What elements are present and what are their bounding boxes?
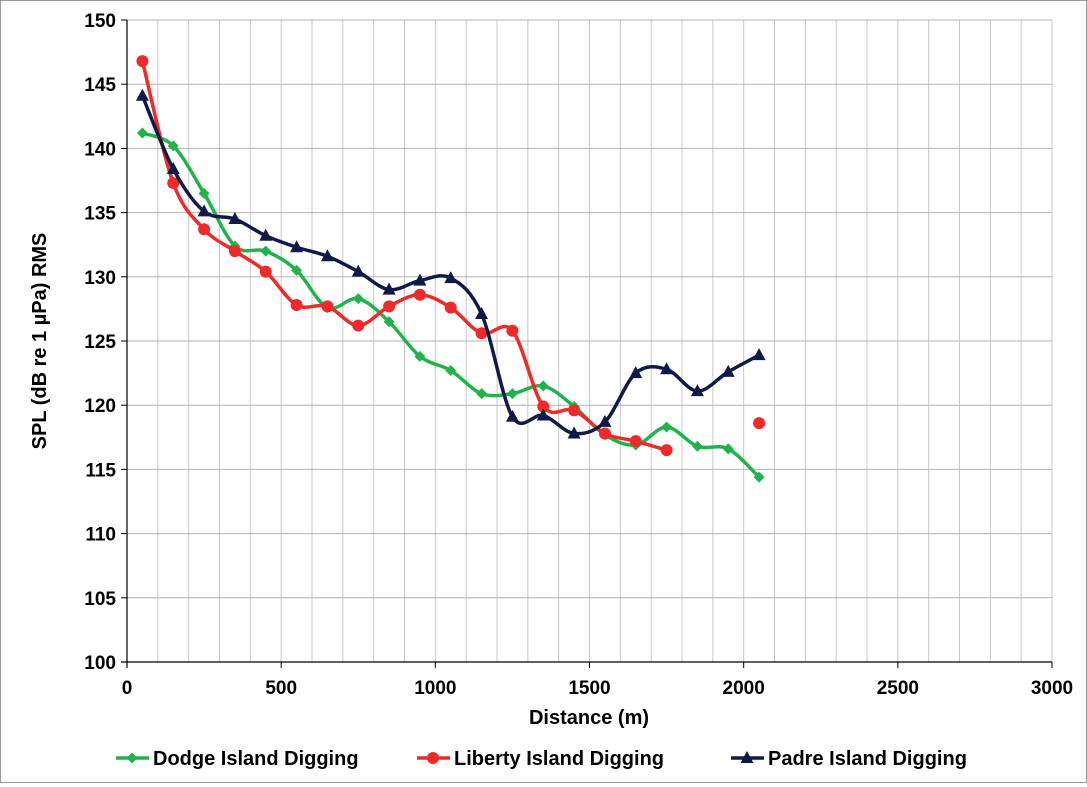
data-point	[228, 245, 241, 258]
data-point	[291, 264, 303, 276]
legend-label: Dodge Island Digging	[153, 748, 359, 770]
y-tick-label: 105	[84, 589, 116, 610]
data-point	[475, 327, 488, 340]
data-point	[506, 388, 518, 400]
axes	[121, 19, 1053, 668]
y-tick-label: 130	[84, 268, 116, 289]
legend: Dodge Island Digging Liberty Island Diggi…	[116, 748, 967, 770]
y-tick-label: 145	[84, 75, 116, 96]
data-point	[753, 417, 766, 430]
data-point	[413, 288, 426, 301]
y-tick-label: 115	[85, 460, 116, 481]
data-point	[752, 348, 766, 361]
data-point	[352, 319, 365, 332]
data-point	[136, 55, 149, 68]
series-liberty-island-digging	[136, 55, 766, 457]
legend-label: Padre Island Digging	[768, 748, 967, 770]
y-tick-label: 100	[84, 653, 116, 674]
data-point	[660, 362, 674, 375]
series-padre-island-digging	[135, 88, 766, 439]
data-point	[475, 307, 489, 320]
data-point	[444, 271, 458, 284]
legend-item: Dodge Island Digging	[116, 748, 359, 770]
data-point	[351, 264, 365, 277]
data-point	[260, 245, 272, 257]
data-point	[753, 471, 765, 483]
data-point	[259, 265, 272, 278]
legend-swatch-marker	[427, 752, 439, 764]
data-point	[660, 444, 673, 457]
x-tick-label: 1000	[414, 678, 456, 699]
data-point	[629, 366, 643, 379]
data-point	[198, 223, 211, 236]
y-axis-title: SPL (dB re 1 µPa) RMS	[29, 233, 51, 450]
data-point	[321, 300, 334, 313]
data-point	[661, 421, 673, 433]
data-point	[136, 127, 148, 139]
data-point	[444, 301, 457, 314]
data-point	[259, 228, 273, 241]
legend-swatch-marker	[126, 752, 138, 764]
data-point	[135, 88, 149, 101]
data-point	[722, 443, 734, 455]
data-point	[414, 350, 426, 362]
series-group	[135, 55, 766, 483]
y-tick-label: 150	[84, 11, 116, 32]
data-point	[567, 426, 581, 439]
data-point	[537, 380, 549, 392]
data-point	[352, 293, 364, 305]
x-tick-label: 2000	[723, 678, 765, 699]
data-point	[198, 187, 210, 199]
data-point	[383, 300, 396, 313]
data-point	[197, 204, 211, 217]
data-point	[290, 240, 304, 253]
data-point	[445, 365, 457, 377]
grid	[127, 19, 1053, 663]
x-tick-label: 3000	[1031, 678, 1073, 699]
data-point	[537, 400, 550, 413]
data-point	[166, 161, 180, 174]
y-tick-label: 135	[84, 204, 116, 225]
x-tick-label: 500	[265, 678, 297, 699]
data-point	[536, 408, 550, 421]
data-point	[598, 427, 611, 440]
data-point	[721, 364, 735, 377]
data-point	[598, 414, 612, 427]
legend-label: Liberty Island Digging	[454, 748, 664, 770]
x-tick-label: 1500	[568, 678, 610, 699]
data-point	[320, 249, 334, 262]
data-point	[167, 177, 180, 190]
data-point	[506, 324, 519, 337]
data-point	[568, 404, 581, 417]
data-point	[691, 440, 703, 452]
data-point	[690, 384, 704, 397]
x-tick-label: 0	[122, 678, 133, 699]
series-line	[140, 94, 761, 436]
x-axis-title: Distance (m)	[529, 707, 649, 729]
data-point	[382, 282, 396, 295]
y-tick-label: 120	[84, 396, 116, 417]
data-point	[413, 273, 427, 286]
data-point	[290, 299, 303, 312]
data-point	[383, 316, 395, 328]
legend-item: Liberty Island Digging	[417, 748, 664, 770]
y-tick-label: 125	[84, 332, 116, 353]
data-point	[629, 435, 642, 448]
y-tick-label: 140	[84, 139, 116, 160]
data-point	[228, 212, 242, 225]
data-point	[505, 409, 519, 422]
data-point	[476, 388, 488, 400]
legend-item: Padre Island Digging	[731, 748, 967, 770]
legend-swatch-marker	[740, 751, 754, 763]
y-tick-label: 110	[85, 525, 116, 546]
data-point	[167, 140, 179, 152]
x-tick-label: 2500	[877, 678, 919, 699]
